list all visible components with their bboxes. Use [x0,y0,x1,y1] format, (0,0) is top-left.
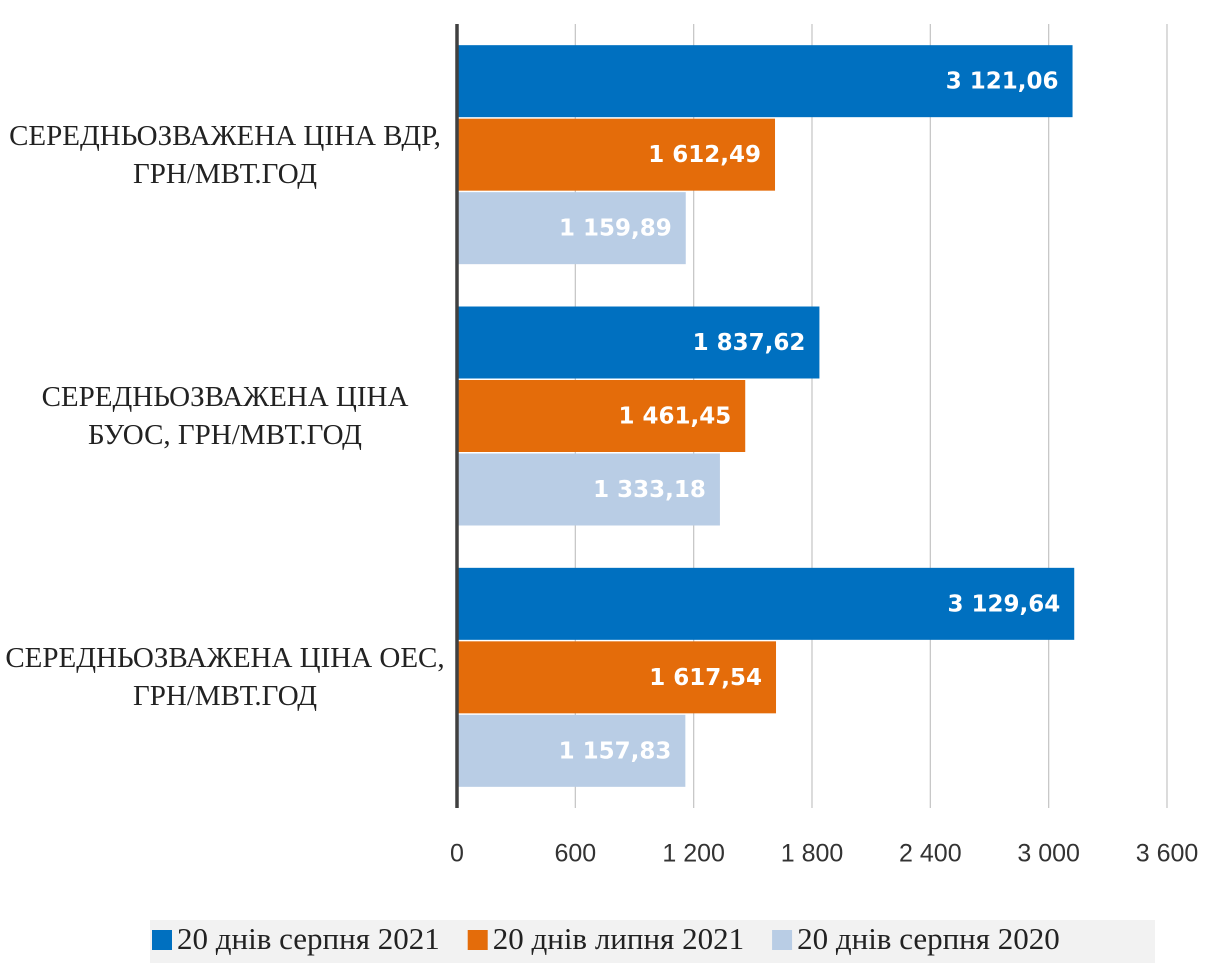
value-label: 1 333,18 [593,477,706,503]
bar [457,45,1073,118]
bar [457,567,1075,640]
x-tick-label: 0 [450,840,464,868]
legend-swatch [152,930,172,950]
legend-background [150,920,1155,963]
value-label: 1 157,83 [559,738,672,764]
bar [457,380,746,452]
bar [457,192,686,265]
value-label: 3 121,06 [946,69,1059,95]
bar [457,306,820,379]
category-label: СЕРЕДНЬОЗВАЖЕНА ЦІНА ОЕС, ГРН/МВТ.ГОД [5,642,445,713]
x-tick-label: 2 400 [899,840,962,868]
legend-label: 20 днів липня 2021 [493,921,744,956]
bar [457,118,776,191]
x-tick-label: 1 200 [662,840,725,868]
legend-label: 20 днів серпня 2020 [797,921,1060,956]
bar [457,453,720,526]
value-label: 1 159,89 [559,216,672,242]
value-label: 1 617,54 [649,665,762,691]
bar [457,641,777,714]
value-label: 3 129,64 [947,591,1060,617]
category-label: СЕРЕДНЬОЗВАЖЕНА ЦІНА ВДР, ГРН/МВТ.ГОД [9,119,441,190]
x-tick-label: 600 [554,840,596,868]
x-tick-label: 1 800 [781,840,844,868]
legend-swatch [772,930,793,950]
value-label: 1 461,45 [618,404,731,430]
category-label: СЕРЕДНЬОЗВАЖЕНА ЦІНА БУОС, ГРН/МВТ.ГОД [41,381,409,451]
x-tick-label: 3 600 [1136,840,1199,868]
bar [457,714,686,787]
value-label: 1 612,49 [648,142,761,168]
x-tick-label: 3 000 [1017,840,1080,868]
value-label: 1 837,62 [693,330,806,356]
legend-swatch [467,930,488,950]
legend-label: 20 днів серпня 2021 [177,921,440,956]
